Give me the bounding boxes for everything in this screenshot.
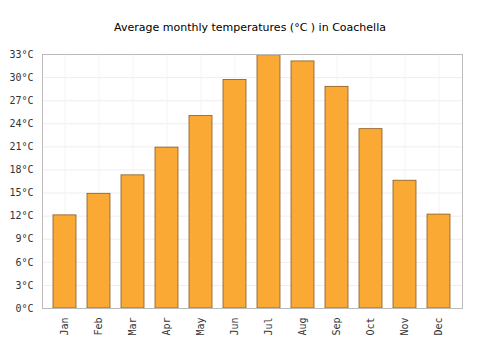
- svg-text:Aug: Aug: [297, 318, 308, 336]
- svg-text:Feb: Feb: [93, 318, 104, 336]
- svg-text:May: May: [195, 318, 206, 336]
- svg-text:21°C: 21°C: [9, 141, 33, 152]
- svg-text:Dec: Dec: [433, 318, 444, 336]
- svg-text:Apr: Apr: [161, 318, 172, 336]
- svg-text:Jan: Jan: [59, 318, 70, 336]
- svg-text:6°C: 6°C: [15, 257, 33, 268]
- html-text:Average monthly temperatures (: Average monthly temperatures (°C ) in Co…: [114, 21, 386, 34]
- svg-text:15°C: 15°C: [9, 187, 33, 198]
- svg-text:Nov: Nov: [399, 318, 410, 336]
- svg-text:Oct: Oct: [365, 318, 376, 336]
- svg-text:Jul: Jul: [263, 318, 274, 336]
- svg-text:30°C: 30°C: [9, 72, 33, 83]
- svg-text:Sep: Sep: [331, 318, 342, 336]
- svg-text:18°C: 18°C: [9, 164, 33, 175]
- svg-text:24°C: 24°C: [9, 118, 33, 129]
- svg-text:Jun: Jun: [229, 318, 240, 336]
- svg-text:9°C: 9°C: [15, 233, 33, 244]
- svg-text:12°C: 12°C: [9, 210, 33, 221]
- svg-text:0°C: 0°C: [15, 303, 33, 314]
- svg-text:3°C: 3°C: [15, 280, 33, 291]
- svg-text:33°C: 33°C: [9, 49, 33, 60]
- svg-text:Mar: Mar: [127, 318, 138, 336]
- svg-text:27°C: 27°C: [9, 95, 33, 106]
